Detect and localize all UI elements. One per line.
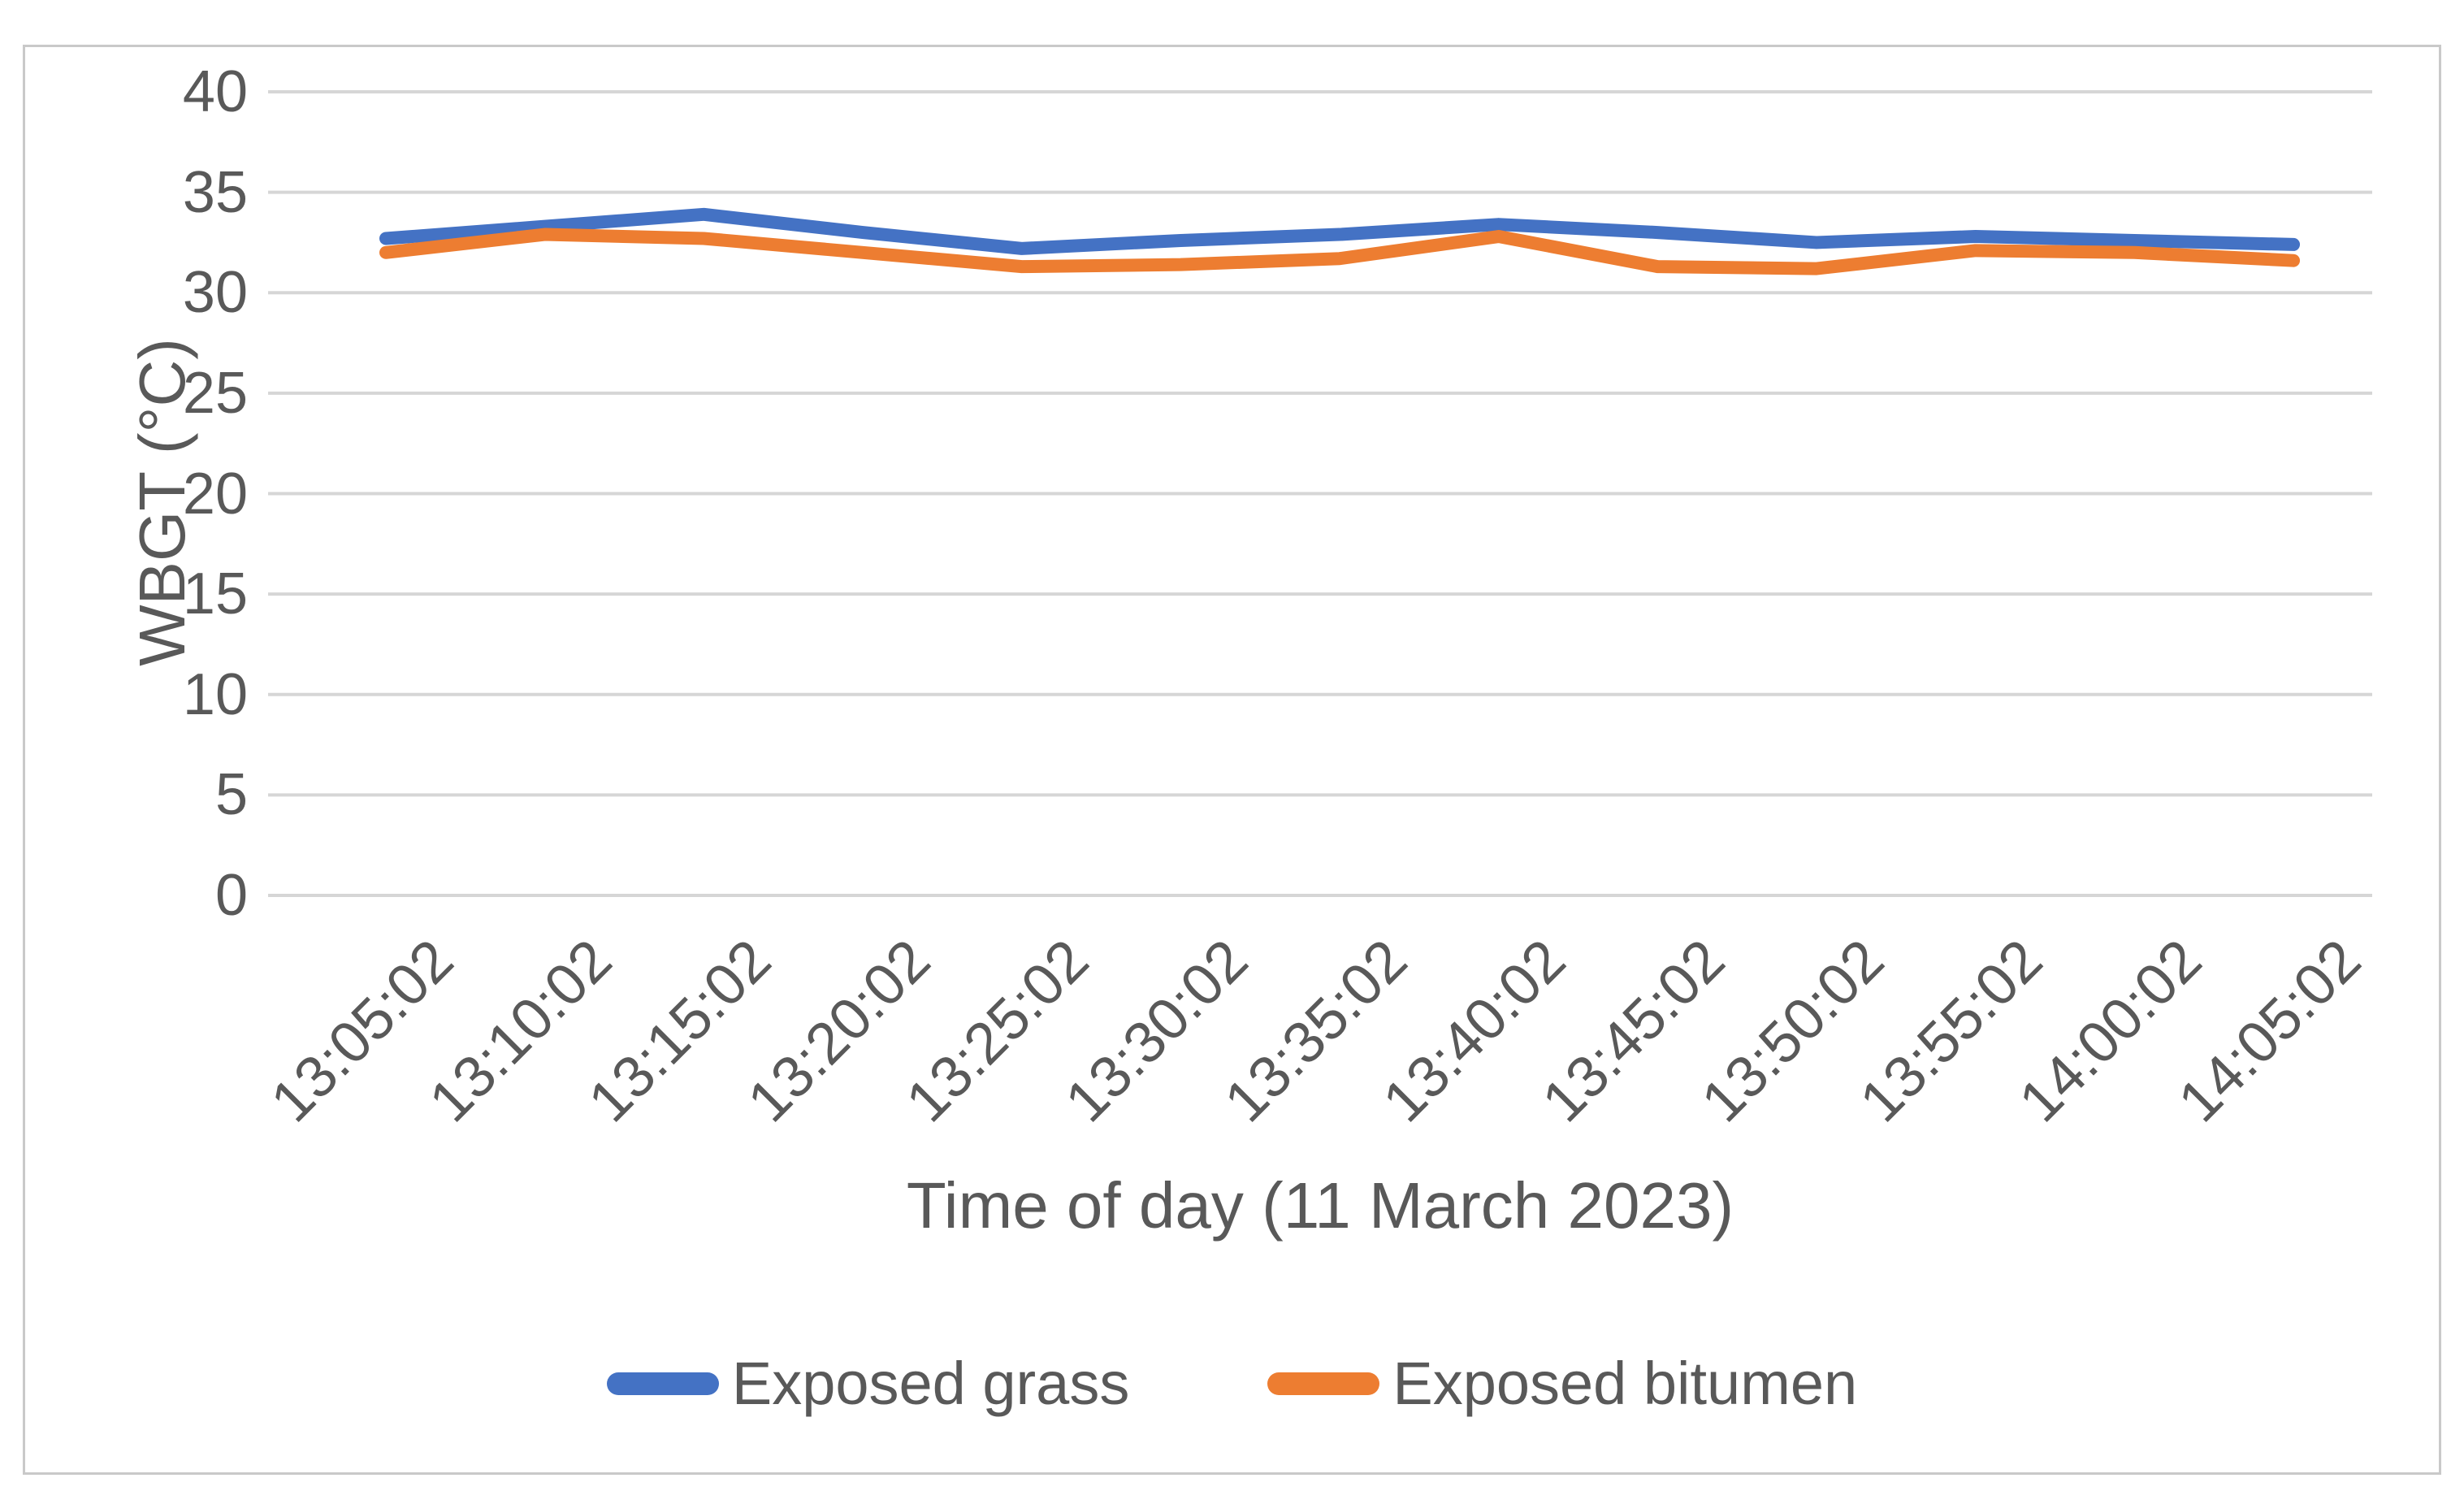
y-tick-label: 15 — [182, 561, 248, 627]
chart-border — [23, 45, 2441, 1475]
y-tick-label: 0 — [214, 863, 248, 928]
legend-label-exposed-grass: Exposed grass — [731, 1350, 1130, 1417]
legend-label-exposed-bitumen: Exposed bitumen — [1392, 1350, 1858, 1417]
y-axis-title: WBGT (°C) — [126, 338, 198, 666]
series-line-exposed-bitumen — [379, 228, 2301, 275]
y-tick-label: 25 — [182, 360, 248, 426]
y-tick-label: 20 — [182, 461, 248, 527]
y-tick-label: 40 — [182, 59, 248, 124]
legend-swatch-exposed-grass — [606, 1372, 719, 1395]
y-tick-label: 35 — [182, 159, 248, 225]
y-tick-label: 30 — [182, 260, 248, 326]
legend-swatch-exposed-bitumen — [1267, 1372, 1380, 1395]
legend-item-exposed-bitumen: Exposed bitumen — [1267, 1347, 1857, 1420]
legend-item-exposed-grass: Exposed grass — [606, 1347, 1130, 1420]
y-tick-label: 10 — [182, 661, 248, 727]
x-axis-title: Time of day (11 March 2023) — [906, 1169, 1734, 1242]
series-line-exposed-grass — [379, 207, 2301, 255]
legend: Exposed grass Exposed bitumen — [0, 1347, 2464, 1420]
y-tick-label: 5 — [214, 762, 248, 828]
